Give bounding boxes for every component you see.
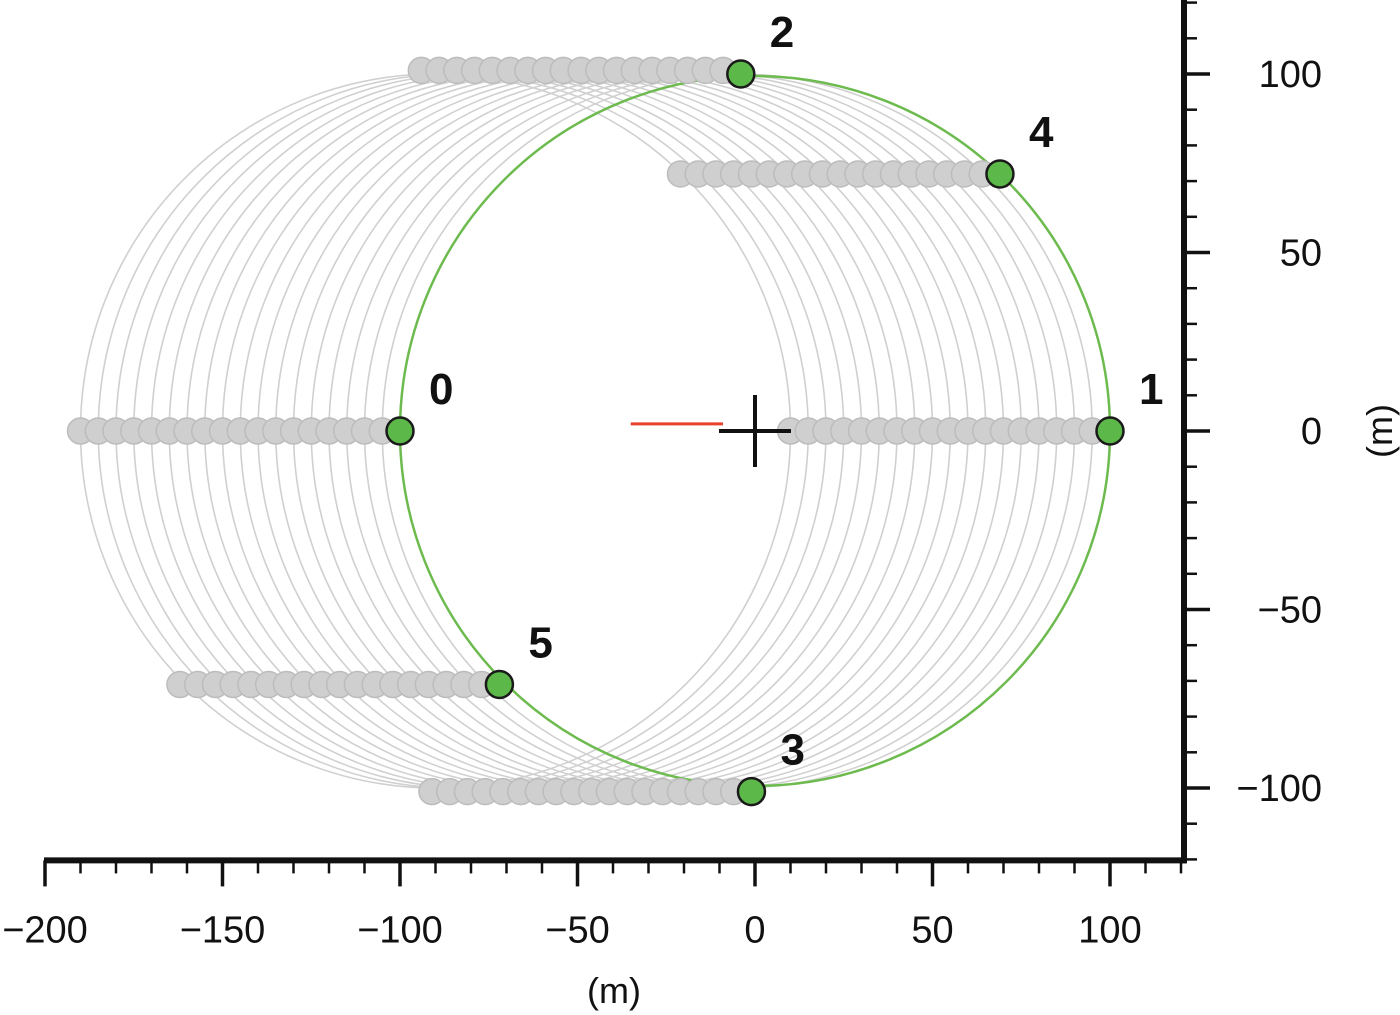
point-label-5: 5 (528, 618, 552, 667)
y-tick-label: −50 (1258, 590, 1322, 632)
x-tick-label: −100 (357, 909, 443, 951)
point-label-2: 2 (770, 8, 794, 57)
x-tick-label: −150 (180, 909, 266, 951)
data-point-3 (736, 776, 767, 807)
x-axis-title: (m) (587, 970, 641, 1011)
point-labels: 0 1 2 3 4 5 (429, 8, 1163, 775)
data-point-1 (1095, 416, 1125, 446)
y-tick-label: 50 (1280, 233, 1322, 275)
y-axis-title: (m) (1359, 404, 1400, 458)
data-point-5 (484, 669, 515, 700)
y-tick-label: 0 (1301, 411, 1322, 453)
x-tick-label: 100 (1078, 909, 1141, 951)
marker-trails (66, 56, 1106, 806)
x-tick-label: 0 (744, 909, 765, 951)
point-label-0: 0 (429, 365, 453, 414)
point-label-1: 1 (1139, 365, 1163, 414)
origin-cross-marker (719, 395, 791, 467)
data-points (385, 59, 1125, 807)
point-label-3: 3 (780, 726, 804, 775)
x-tick-label: −50 (545, 909, 609, 951)
data-point-4 (985, 159, 1015, 189)
data-point-2 (726, 59, 756, 89)
x-tick-label: 50 (911, 909, 953, 951)
y-axis: −100 −50 0 50 100 (1181, 0, 1322, 864)
x-axis: −200 −150 −100 −50 0 50 100 (2, 857, 1186, 951)
y-tick-label: −100 (1236, 768, 1322, 810)
x-tick-label: −200 (2, 909, 88, 951)
point-label-4: 4 (1029, 108, 1054, 157)
data-point-0 (385, 416, 415, 446)
y-tick-label: 100 (1259, 54, 1322, 96)
